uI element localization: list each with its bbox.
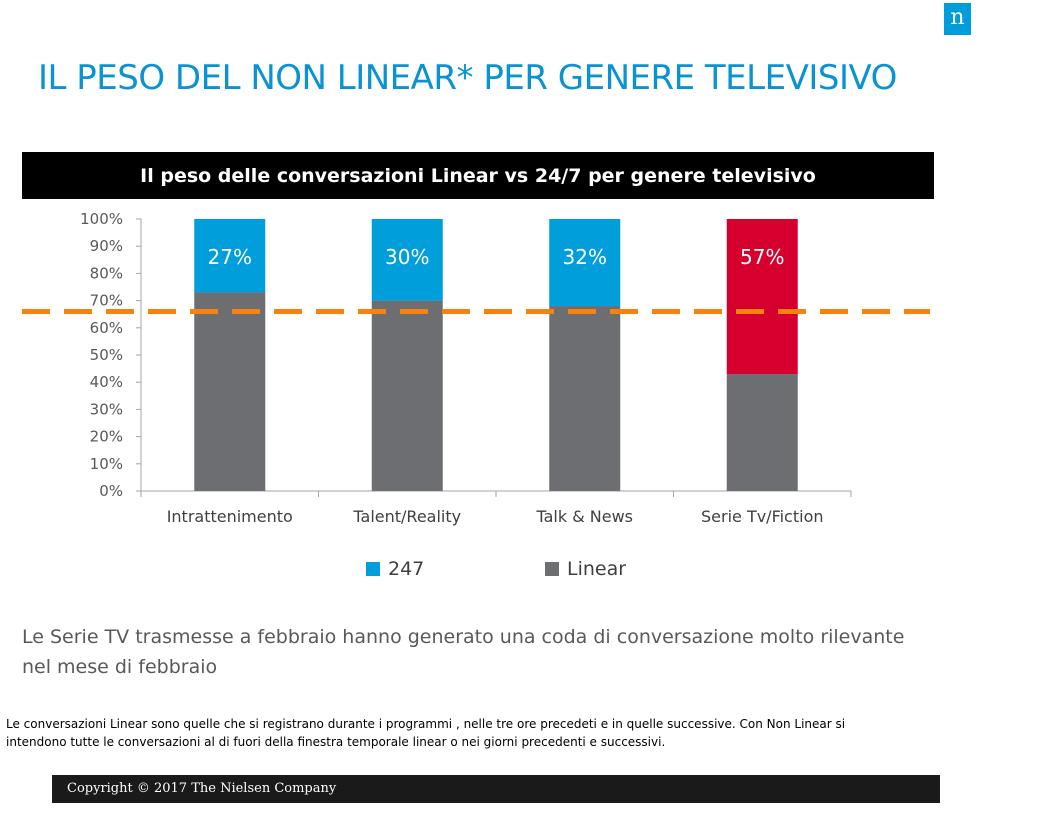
y-tick-label: 0% [99, 482, 123, 500]
bar-linear [726, 374, 798, 491]
x-category-label: Intrattenimento [167, 507, 293, 526]
definition-footnote: Le conversazioni Linear sono quelle che … [6, 717, 846, 749]
legend-swatch-linear [545, 562, 559, 576]
y-tick-label: 60% [90, 319, 123, 337]
y-tick-label: 10% [90, 455, 123, 473]
chart-header: Il peso delle conversazioni Linear vs 24… [22, 152, 934, 199]
bar-247 [194, 219, 266, 293]
chart-legend: 247 Linear [0, 558, 1047, 584]
y-tick-label: 20% [90, 428, 123, 446]
y-tick-label: 50% [90, 346, 123, 364]
chart-title: Il peso delle conversazioni Linear vs 24… [140, 164, 816, 187]
y-tick-label: 80% [90, 264, 123, 282]
y-tick-label: 90% [90, 237, 123, 255]
bar-247 [726, 219, 798, 375]
bar-data-label: 32% [563, 245, 607, 269]
bar-247 [549, 219, 621, 307]
bar-data-label: 30% [385, 245, 429, 269]
copyright-text: Copyright © 2017 The Nielsen Company [67, 781, 337, 796]
legend-label-247: 247 [388, 558, 425, 580]
copyright-footer: Copyright © 2017 The Nielsen Company [52, 775, 940, 803]
x-category-label: Talk & News [535, 507, 633, 526]
bar-linear [194, 292, 266, 491]
bar-data-label: 57% [740, 245, 784, 269]
x-category-label: Talent/Reality [352, 507, 461, 526]
bar-247 [371, 219, 443, 301]
legend-item-247: 247 [366, 558, 424, 580]
bar-linear [549, 306, 621, 491]
nielsen-logo: n [944, 3, 971, 35]
legend-item-linear: Linear [545, 558, 626, 580]
summary-note: Le Serie TV trasmesse a febbraio hanno g… [22, 626, 905, 678]
x-category-label: Serie Tv/Fiction [701, 507, 824, 526]
legend-label-linear: Linear [567, 558, 627, 580]
y-tick-label: 30% [90, 400, 123, 418]
y-tick-label: 100% [80, 210, 123, 228]
y-tick-label: 40% [90, 373, 123, 391]
legend-swatch-247 [366, 562, 380, 576]
page-title: IL PESO DEL NON LINEAR* PER GENERE TELEV… [38, 58, 897, 98]
y-tick-label: 70% [90, 292, 123, 310]
bar-linear [371, 300, 443, 491]
bar-data-label: 27% [208, 245, 252, 269]
